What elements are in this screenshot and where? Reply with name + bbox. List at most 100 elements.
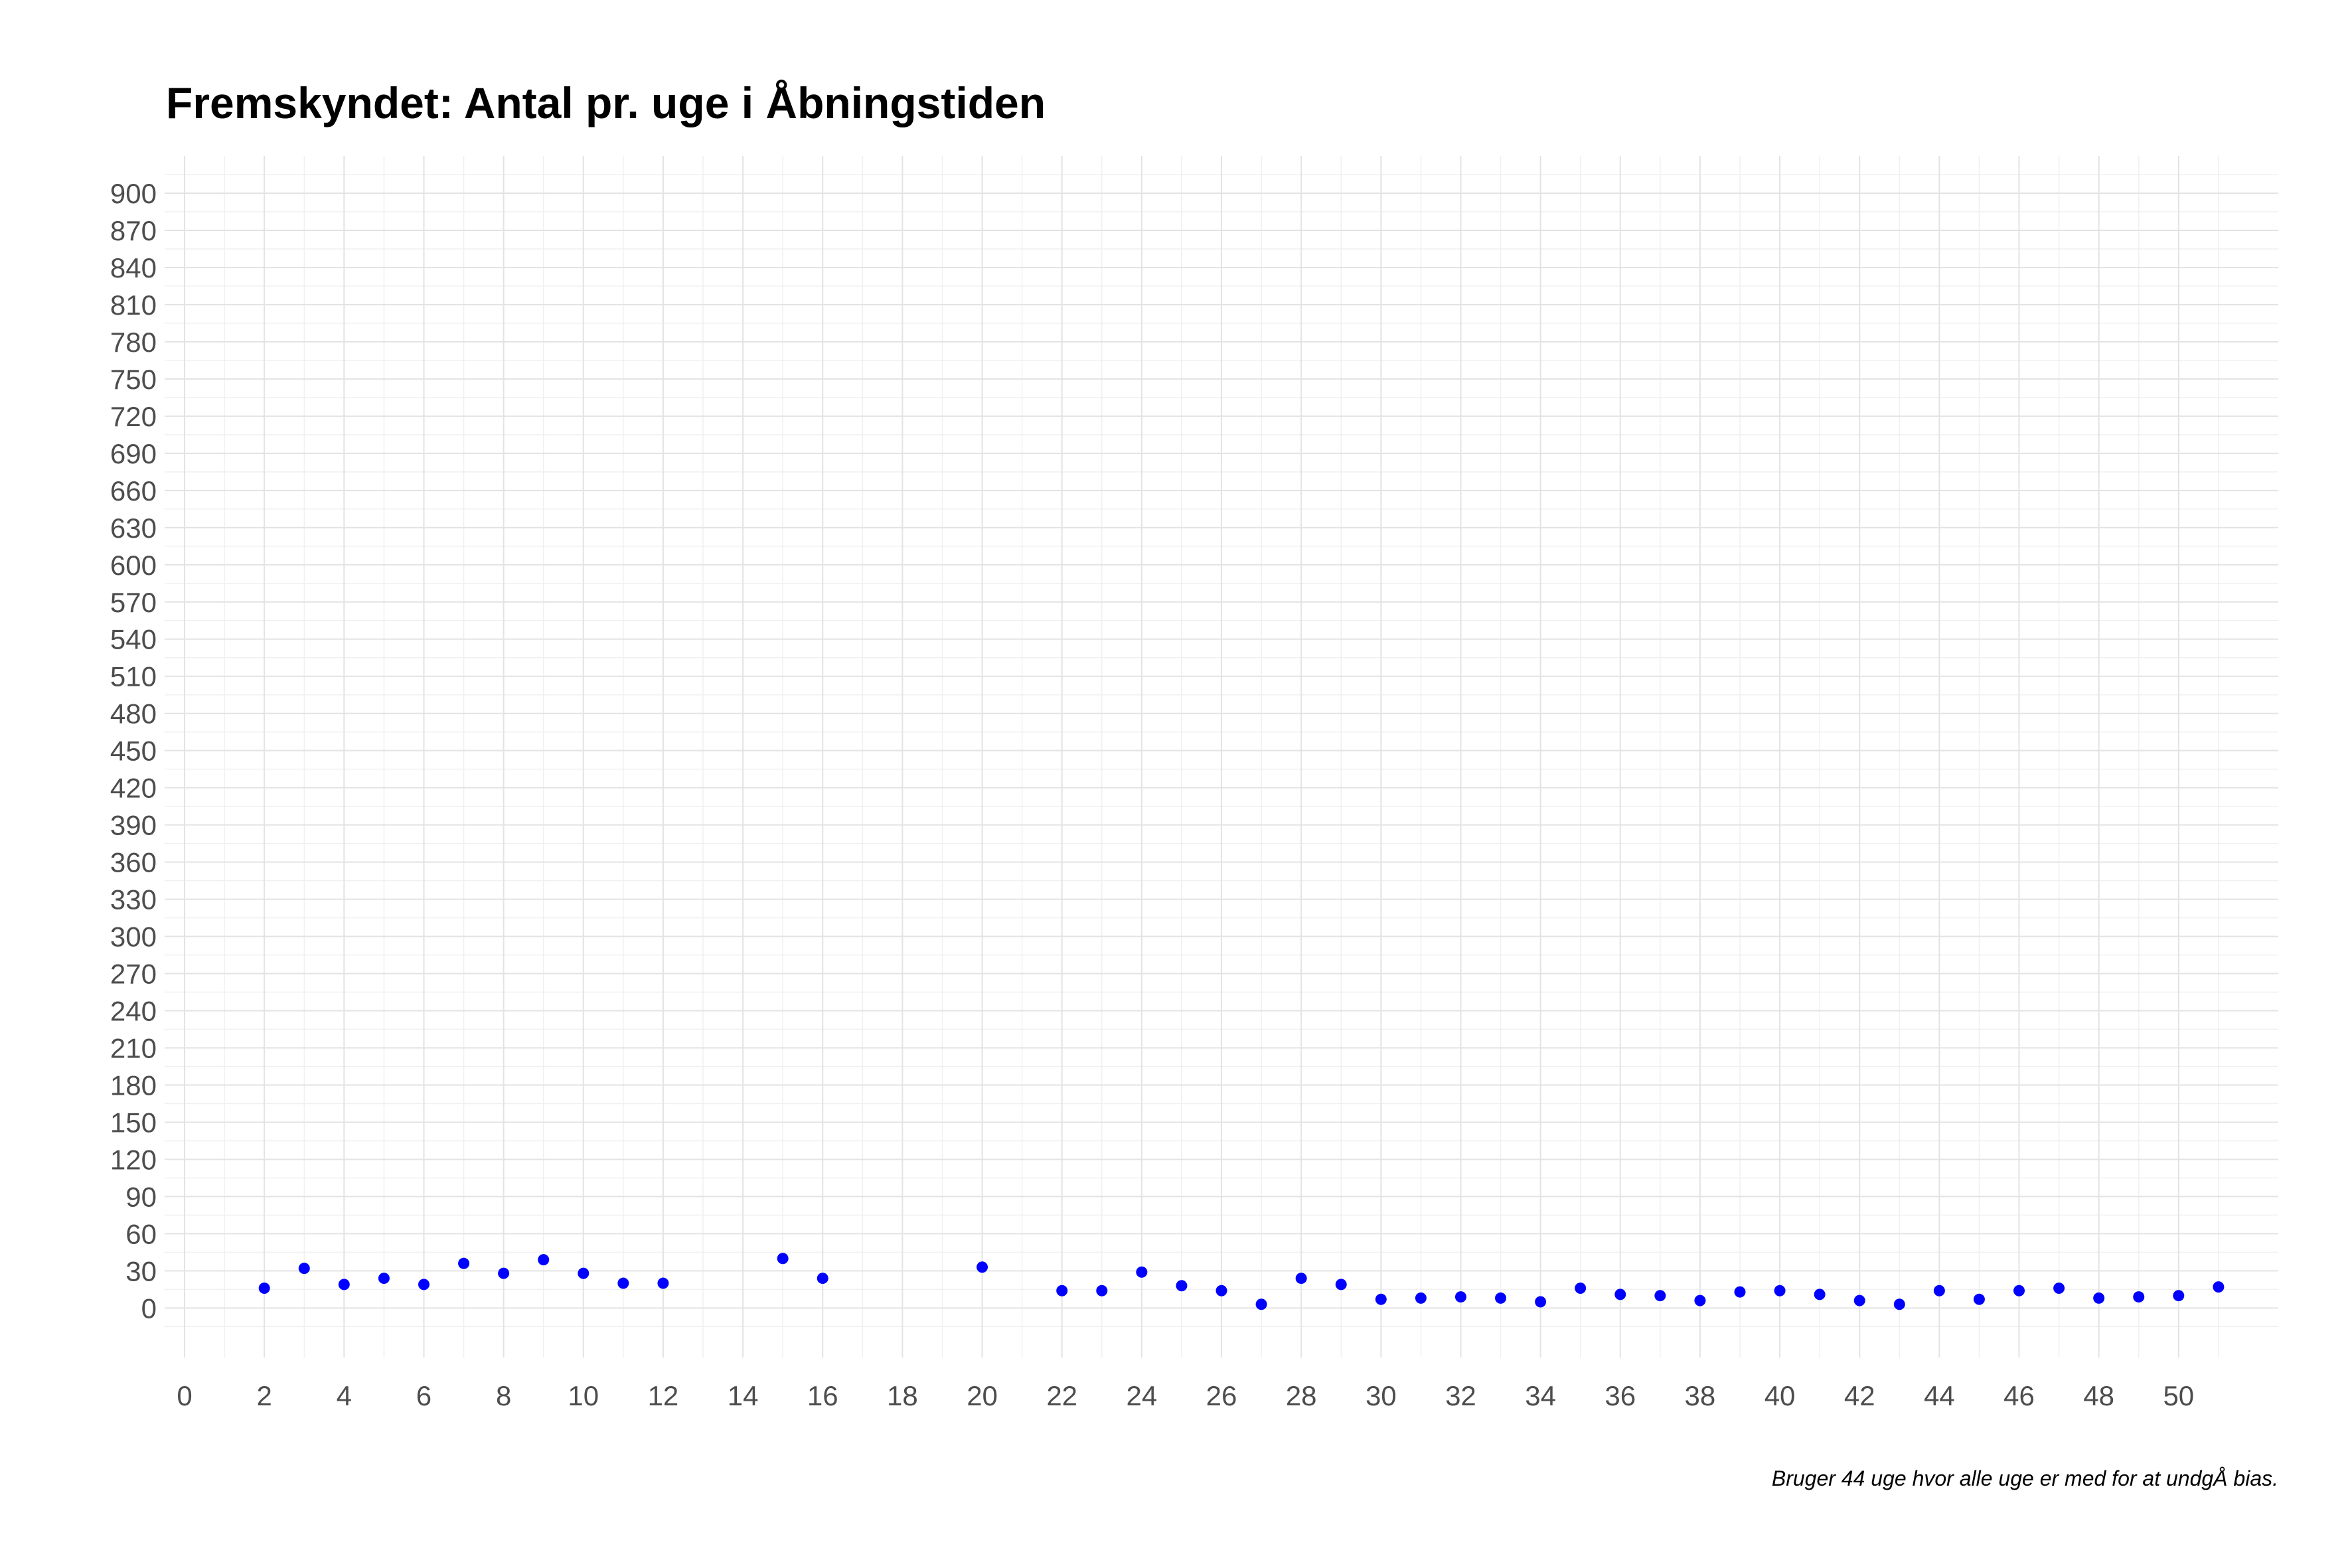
x-axis-tick-labels: 0 2 4 6 8 10 12 14 16 18 20 22 24 26 28 30 32 34 36 38 40 42 4… (177, 1380, 2194, 1411)
y-axis-tick-labels: 0 30 60 90 120 150 180 210 240 270 300 330 360 390 420… (110, 178, 157, 1324)
x-tick-label: 30 (1366, 1380, 1397, 1411)
data-point (1853, 1294, 1865, 1306)
x-tick-label: 2 (257, 1380, 272, 1411)
data-point (1096, 1285, 1108, 1296)
x-tick-label: 8 (496, 1380, 511, 1411)
y-tick-label: 690 (110, 438, 157, 469)
data-point (258, 1283, 270, 1294)
data-point (2053, 1283, 2065, 1294)
x-tick-label: 42 (1844, 1380, 1875, 1411)
data-point (1335, 1279, 1347, 1291)
y-tick-label: 330 (110, 884, 157, 915)
data-point (1215, 1285, 1227, 1296)
y-tick-label: 0 (141, 1293, 157, 1324)
x-tick-label: 38 (1685, 1380, 1716, 1411)
data-point (1535, 1296, 1547, 1308)
y-tick-label: 510 (110, 661, 157, 692)
y-tick-label: 240 (110, 996, 157, 1027)
chart-caption: Bruger 44 uge hvor alle uge er med for a… (1772, 1466, 2278, 1490)
data-point (1973, 1293, 1985, 1305)
x-tick-label: 34 (1525, 1380, 1556, 1411)
x-tick-label: 18 (887, 1380, 918, 1411)
data-point (498, 1267, 510, 1279)
x-tick-label: 24 (1126, 1380, 1157, 1411)
data-point (1454, 1291, 1466, 1303)
x-tick-label: 46 (2003, 1380, 2035, 1411)
data-point (1814, 1289, 1826, 1300)
x-tick-label: 28 (1286, 1380, 1317, 1411)
x-tick-label: 40 (1764, 1380, 1796, 1411)
data-point (578, 1267, 589, 1279)
data-point (777, 1253, 789, 1265)
x-tick-label: 26 (1206, 1380, 1237, 1411)
y-tick-label: 870 (110, 215, 157, 246)
y-tick-label: 210 (110, 1033, 157, 1064)
y-tick-label: 810 (110, 289, 157, 321)
data-point (458, 1257, 470, 1269)
x-tick-label: 48 (2083, 1380, 2114, 1411)
data-point (378, 1273, 390, 1285)
x-tick-label: 50 (2163, 1380, 2194, 1411)
data-point (538, 1254, 550, 1266)
y-tick-label: 540 (110, 624, 157, 655)
y-tick-label: 480 (110, 698, 157, 730)
data-point (298, 1263, 310, 1275)
data-points (258, 1253, 2225, 1310)
y-tick-label: 90 (125, 1181, 157, 1212)
data-point (1734, 1286, 1746, 1298)
x-tick-label: 4 (337, 1380, 352, 1411)
data-point (657, 1277, 669, 1289)
y-tick-label: 630 (110, 512, 157, 544)
y-tick-label: 660 (110, 475, 157, 507)
chart-title: Fremskyndet: Antal pr. uge i Åbningstide… (166, 78, 1046, 127)
data-point (2213, 1281, 2225, 1293)
y-tick-label: 750 (110, 364, 157, 395)
data-point (2173, 1290, 2185, 1302)
data-point (817, 1273, 828, 1285)
data-point (1136, 1266, 1148, 1278)
y-tick-label: 120 (110, 1144, 157, 1175)
x-tick-label: 22 (1046, 1380, 1077, 1411)
data-point (2093, 1292, 2105, 1304)
y-tick-label: 30 (125, 1255, 157, 1287)
data-point (2133, 1291, 2145, 1303)
y-tick-label: 840 (110, 252, 157, 283)
y-tick-label: 570 (110, 587, 157, 618)
plot-grid (165, 156, 2278, 1358)
data-point (1415, 1292, 1427, 1304)
data-point (977, 1261, 988, 1273)
data-point (418, 1279, 430, 1291)
x-tick-label: 32 (1445, 1380, 1476, 1411)
y-tick-label: 60 (125, 1218, 157, 1249)
y-tick-label: 420 (110, 773, 157, 804)
y-tick-label: 300 (110, 921, 157, 953)
x-tick-label: 14 (728, 1380, 759, 1411)
data-point (1056, 1285, 1068, 1296)
y-tick-label: 600 (110, 550, 157, 581)
y-tick-label: 270 (110, 959, 157, 990)
data-point (617, 1277, 629, 1289)
y-tick-label: 150 (110, 1107, 157, 1138)
x-tick-label: 36 (1605, 1380, 1636, 1411)
y-tick-label: 180 (110, 1069, 157, 1101)
data-point (1255, 1298, 1267, 1310)
x-tick-label: 12 (648, 1380, 679, 1411)
data-point (2013, 1285, 2025, 1296)
x-tick-label: 16 (807, 1380, 838, 1411)
data-point (1893, 1298, 1905, 1310)
data-point (1575, 1283, 1587, 1294)
data-point (1495, 1292, 1507, 1304)
x-tick-label: 0 (177, 1380, 192, 1411)
y-tick-label: 900 (110, 178, 157, 209)
data-point (338, 1279, 350, 1291)
x-tick-label: 20 (967, 1380, 998, 1411)
y-tick-label: 780 (110, 327, 157, 358)
y-tick-label: 360 (110, 847, 157, 878)
data-point (1295, 1273, 1307, 1285)
data-point (1774, 1285, 1786, 1296)
data-point (1694, 1294, 1706, 1306)
data-point (1176, 1280, 1188, 1292)
y-tick-label: 450 (110, 736, 157, 767)
x-tick-label: 6 (416, 1380, 431, 1411)
